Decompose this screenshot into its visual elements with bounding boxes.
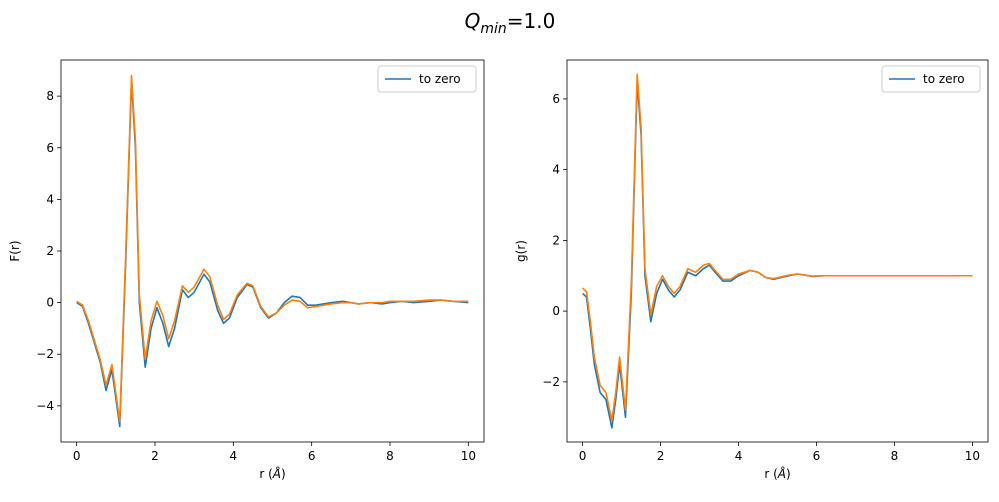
x-tick-label: 4 [230,449,238,463]
legend-label: to zero [923,72,965,86]
x-tick-label: 0 [579,449,587,463]
legend-box [377,65,477,93]
chart-panel-gr: 0 2 4 6 8 10 −2 0 2 4 6 r (Å) g(r) to zero [514,59,989,481]
x-axis-label: r (Å) [259,466,285,481]
series-line-second [582,73,973,422]
x-tick-label: 4 [735,449,743,463]
y-tick-label: 6 [552,92,560,106]
axes-frame [566,59,989,443]
suptitle: Qmin=1.0 [465,9,556,37]
x-tick-label: 8 [386,449,394,463]
x-tick-label: 10 [965,449,980,463]
y-axis-label: F(r) [8,240,22,261]
y-tick-label: −2 [542,375,560,389]
x-tick-label: 8 [891,449,899,463]
y-tick-label: −2 [36,347,54,361]
y-tick-label: 2 [46,244,54,258]
y-tick-label: 0 [46,296,54,310]
y-tick-label: −4 [36,399,54,413]
x-tick-label: 10 [461,449,476,463]
y-tick-label: 2 [552,233,560,247]
y-tick-label: 4 [46,192,54,206]
legend-box [881,65,981,93]
x-tick-label: 2 [657,449,665,463]
x-tick-label: 6 [813,449,821,463]
chart-panel-fr: 0 2 4 6 8 10 −4 −2 0 2 4 6 8 r (Å) F(r) to zero [8,59,485,481]
y-axis-label: g(r) [514,240,528,262]
series-line-second [76,74,469,423]
x-axis-label: r (Å) [764,466,790,481]
x-tick-label: 6 [308,449,316,463]
y-tick-label: 8 [46,89,54,103]
y-tick-label: 0 [552,304,560,318]
x-tick-label: 0 [73,449,81,463]
legend-label: to zero [419,72,461,86]
y-tick-label: 4 [552,163,560,177]
y-tick-label: 6 [46,141,54,155]
x-tick-label: 2 [151,449,159,463]
axes-frame [60,59,485,443]
